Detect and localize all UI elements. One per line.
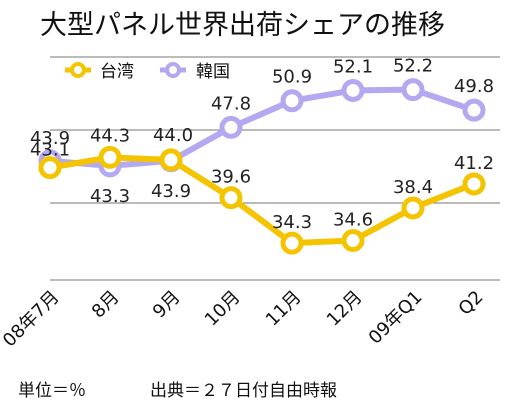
data-point xyxy=(219,115,243,139)
data-label: 34.6 xyxy=(333,210,373,231)
source-note: 出典＝２７日付自由時報 xyxy=(150,381,337,401)
data-label: 43.9 xyxy=(30,128,70,149)
data-labels: 43.1 44.3 44.0 39.6 34.3 34.6 38.4 41.2 43.9 43.3… xyxy=(30,56,494,234)
data-label: 38.4 xyxy=(393,177,433,198)
data-point xyxy=(462,98,486,122)
chart-title: 大型パネル世界出荷シェアの推移 xyxy=(40,10,445,41)
grid xyxy=(50,56,500,281)
x-tick-label: 8月 xyxy=(88,287,124,323)
data-point xyxy=(462,172,486,196)
legend-marker xyxy=(70,62,86,78)
data-label: 52.1 xyxy=(333,56,373,77)
data-point xyxy=(219,186,243,210)
data-point xyxy=(401,78,425,102)
x-tick-label: 10月 xyxy=(201,287,245,331)
x-tick-label: 11月 xyxy=(262,287,306,331)
data-label: 43.9 xyxy=(151,181,191,202)
data-label: 44.3 xyxy=(90,125,130,146)
unit-note: 単位＝％ xyxy=(18,381,86,401)
data-label: 52.2 xyxy=(393,56,433,77)
data-label: 44.0 xyxy=(153,125,193,146)
data-point xyxy=(280,231,304,255)
x-tick-label: 08年7月 xyxy=(0,287,64,352)
data-point xyxy=(341,229,365,253)
x-tick-label: 09年Q1 xyxy=(365,287,427,349)
data-point xyxy=(159,148,183,172)
data-label: 41.2 xyxy=(454,153,494,174)
data-label: 43.1 xyxy=(30,140,70,161)
data-label: 50.9 xyxy=(272,67,312,88)
data-label: 49.8 xyxy=(454,76,494,97)
legend: 台湾 韓国 xyxy=(65,62,230,82)
x-tick-label: 9月 xyxy=(149,287,185,323)
data-label: 43.3 xyxy=(90,186,130,207)
data-point xyxy=(98,145,122,169)
x-tick-label: 12月 xyxy=(323,287,367,331)
data-label: 34.3 xyxy=(272,212,312,233)
data-point xyxy=(401,196,425,220)
legend-label: 韓国 xyxy=(196,62,230,82)
legend-marker xyxy=(165,62,181,78)
data-label: 47.8 xyxy=(211,93,251,114)
series-layer xyxy=(38,78,486,255)
data-point xyxy=(280,89,304,113)
legend-label: 台湾 xyxy=(100,62,134,82)
x-tick-label: Q2 xyxy=(455,287,488,320)
data-point xyxy=(341,78,365,102)
data-label: 39.6 xyxy=(211,167,251,188)
data-point xyxy=(38,156,62,180)
